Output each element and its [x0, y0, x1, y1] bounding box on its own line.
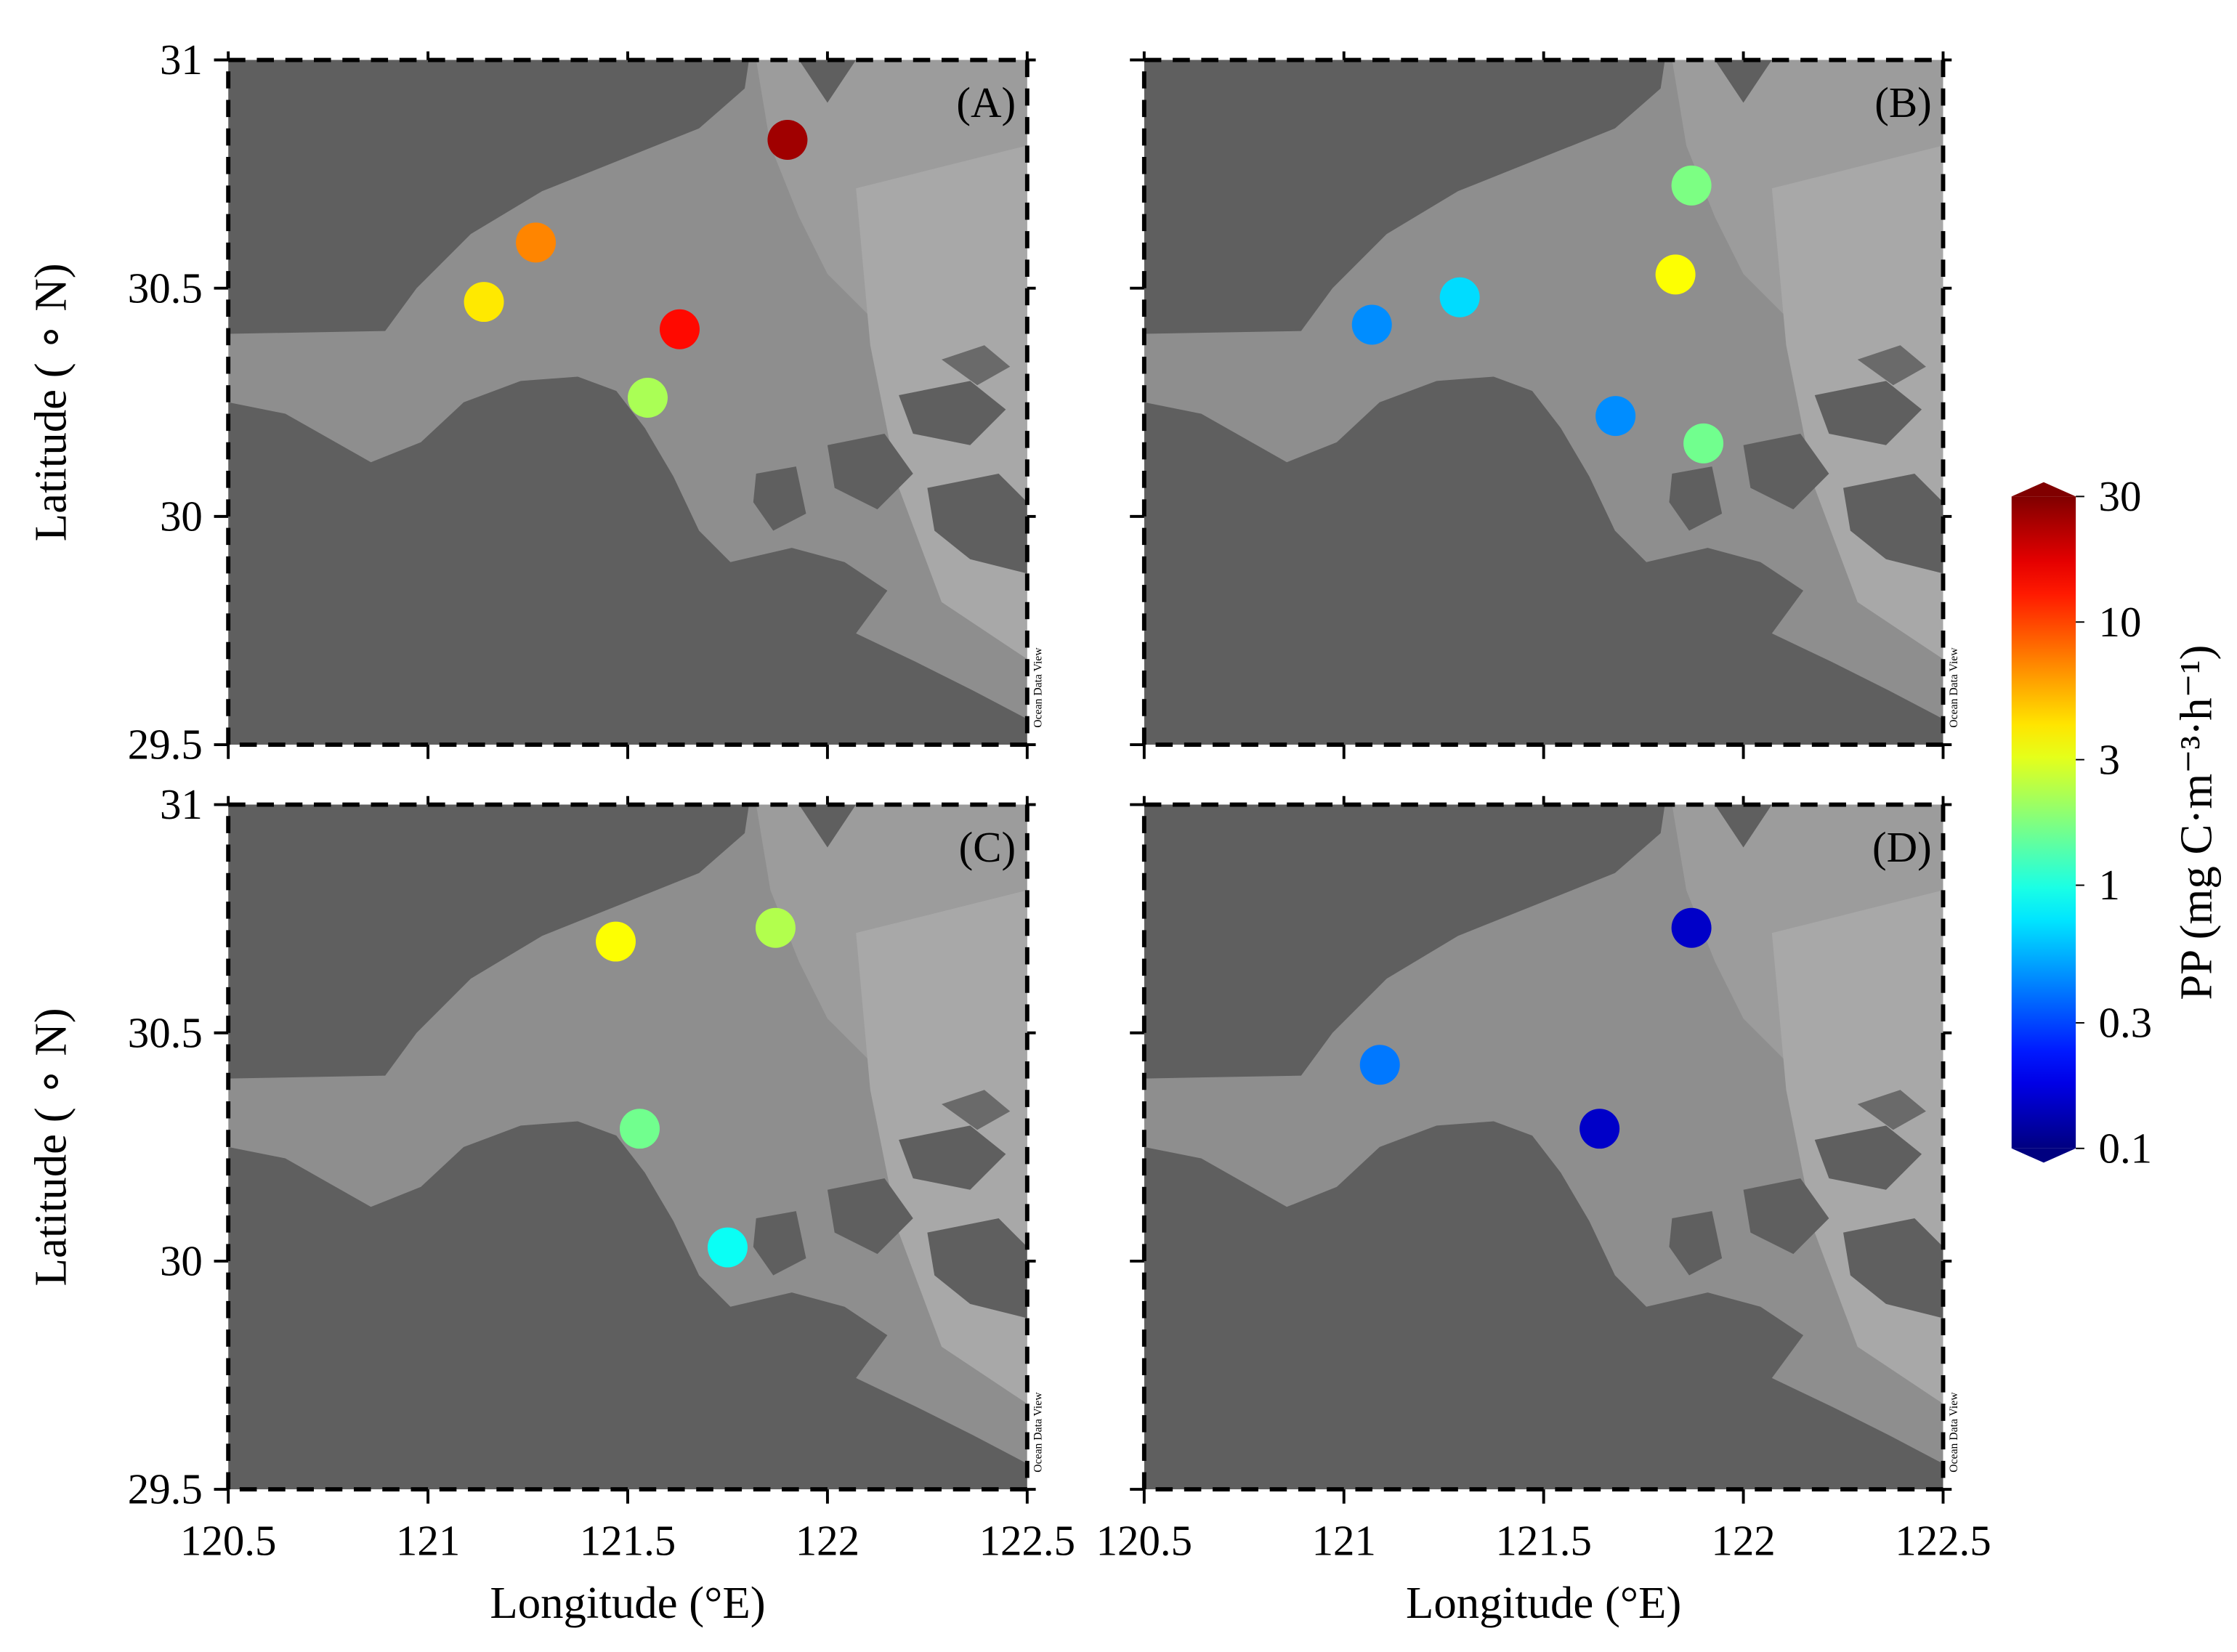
watermark: Ocean Data View [1948, 1392, 1960, 1473]
y-tick-label: 30.5 [128, 264, 203, 312]
station-point [628, 378, 668, 418]
colorbar [2011, 496, 2076, 1149]
x-tick-label: 120.5 [180, 1517, 277, 1564]
y-tick-label: 31 [160, 36, 203, 84]
y-axis-label: Latitude ( ∘ N) [25, 1008, 76, 1286]
station-point [767, 119, 808, 160]
colorbar-tick-label: 10 [2099, 599, 2142, 646]
colorbar-extension [2011, 482, 2076, 497]
x-tick-label: 121.5 [580, 1517, 676, 1564]
colorbar-tick-label: 0.1 [2099, 1125, 2153, 1172]
colorbar-tick-label: 30 [2099, 473, 2142, 520]
panel-label: (B) [1874, 79, 1932, 126]
colorbar-tick-label: 1 [2099, 862, 2120, 909]
station-point [1683, 423, 1724, 463]
colorbar-tick-label: 3 [2099, 736, 2120, 783]
map-background [1144, 60, 1943, 745]
map-background [228, 60, 1027, 745]
x-tick-label: 120.5 [1096, 1517, 1193, 1564]
x-tick-label: 122 [796, 1517, 859, 1564]
x-tick-label: 121 [1312, 1517, 1376, 1564]
panel-label: (D) [1872, 824, 1932, 871]
x-axis-label: Longitude (°E) [1406, 1577, 1681, 1628]
station-point [596, 921, 636, 962]
station-point [516, 222, 557, 263]
station-point [464, 282, 504, 323]
y-tick-label: 31 [160, 781, 203, 828]
panel-label: (A) [956, 79, 1016, 126]
station-point [1351, 304, 1392, 345]
station-point [707, 1227, 748, 1268]
y-tick-label: 30 [160, 1238, 203, 1285]
x-tick-label: 121 [396, 1517, 460, 1564]
watermark: Ocean Data View [1032, 647, 1044, 728]
station-point [1595, 396, 1636, 437]
x-tick-label: 122.5 [979, 1517, 1076, 1564]
station-point [755, 907, 796, 948]
station-point [1439, 277, 1480, 317]
map-background [1144, 804, 1943, 1490]
station-point [1579, 1109, 1620, 1149]
x-tick-label: 122.5 [1895, 1517, 1991, 1564]
station-point [1359, 1045, 1400, 1085]
y-tick-label: 30.5 [128, 1009, 203, 1056]
station-point [1671, 165, 1712, 206]
station-point [1655, 254, 1696, 295]
station-point [620, 1109, 660, 1149]
y-tick-label: 29.5 [128, 721, 203, 769]
x-tick-label: 121.5 [1495, 1517, 1592, 1564]
watermark: Ocean Data View [1032, 1392, 1044, 1473]
colorbar-extension [2011, 1148, 2076, 1163]
station-point [659, 309, 700, 349]
y-tick-label: 30 [160, 493, 203, 540]
panel-label: (C) [959, 824, 1016, 871]
x-tick-label: 122 [1711, 1517, 1775, 1564]
map-background [228, 804, 1027, 1490]
colorbar-tick-label: 0.3 [2099, 1000, 2153, 1047]
colorbar-label: PP (mg C·m⁻³·h⁻¹) [2171, 645, 2222, 1000]
watermark: Ocean Data View [1948, 647, 1960, 728]
station-point [1671, 907, 1712, 948]
y-tick-label: 29.5 [128, 1466, 203, 1513]
y-axis-label: Latitude ( ∘ N) [25, 263, 76, 541]
x-axis-label: Longitude (°E) [490, 1577, 765, 1628]
